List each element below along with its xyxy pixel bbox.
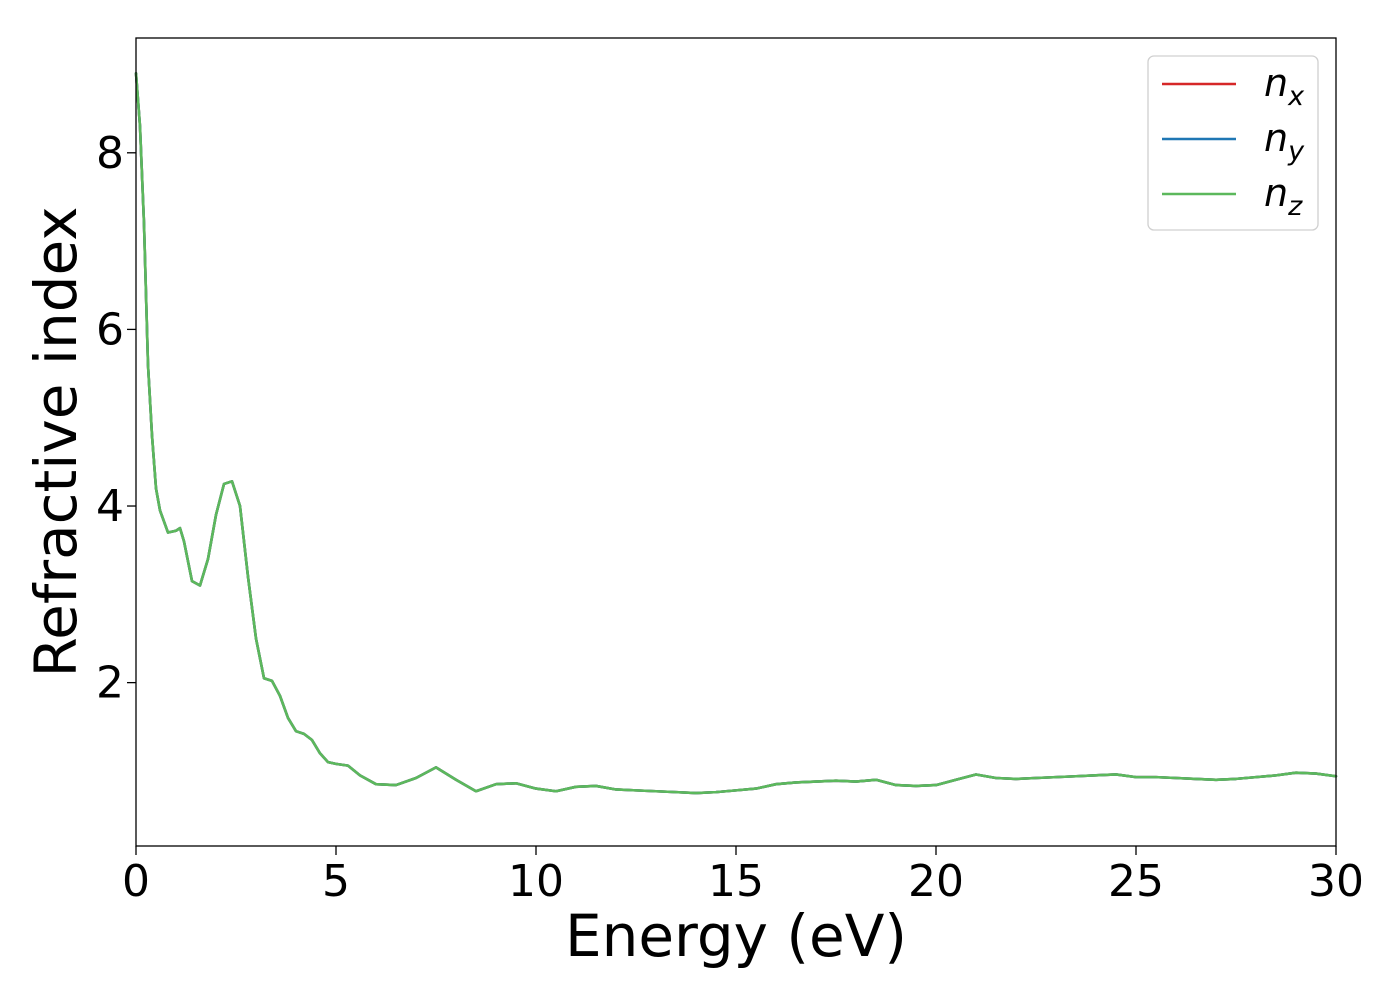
y-tick-label: 4 bbox=[96, 481, 124, 532]
x-tick-label: 10 bbox=[508, 856, 564, 907]
x-tick-label: 15 bbox=[708, 856, 764, 907]
series-layer bbox=[134, 72, 1338, 795]
y-axis-label: Refractive index bbox=[22, 206, 90, 677]
y-tick-label: 2 bbox=[96, 658, 124, 709]
legend-label-n-z: nz bbox=[1264, 171, 1303, 222]
x-tick-label: 0 bbox=[122, 856, 150, 907]
y-tick-label: 6 bbox=[96, 304, 124, 355]
x-tick-label: 30 bbox=[1308, 856, 1364, 907]
x-axis-label: Energy (eV) bbox=[565, 902, 907, 970]
legend-label-n-y: ny bbox=[1264, 116, 1305, 167]
y-tick-label: 8 bbox=[96, 128, 124, 179]
x-tick-label: 5 bbox=[322, 856, 350, 907]
legend-label-n-x: nx bbox=[1264, 61, 1305, 112]
x-tick-label: 20 bbox=[908, 856, 964, 907]
y-axis: 2 4 6 8 bbox=[96, 128, 136, 709]
x-tick-label: 25 bbox=[1108, 856, 1164, 907]
series-line-n-z bbox=[134, 72, 1338, 795]
x-axis: 0 5 10 15 20 25 30 bbox=[122, 846, 1364, 907]
legend-box bbox=[1147, 55, 1319, 231]
